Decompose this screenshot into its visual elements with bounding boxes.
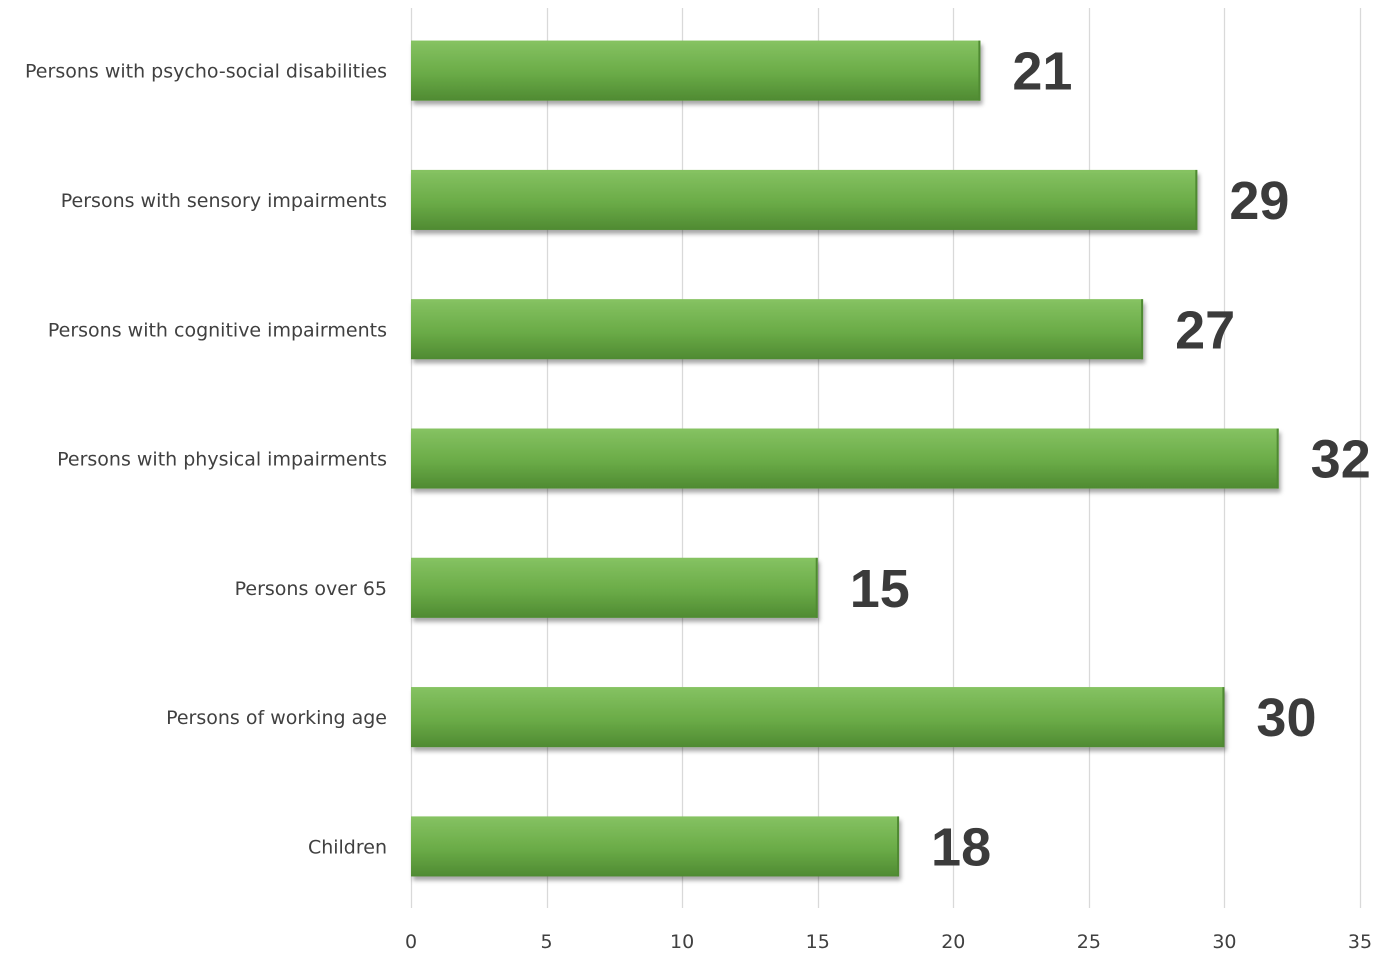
bar-edge bbox=[978, 40, 981, 101]
category-label: Persons with sensory impairments bbox=[61, 190, 387, 212]
category-label: Persons over 65 bbox=[235, 578, 387, 600]
bar-edge bbox=[1141, 299, 1144, 360]
x-tick-label-5: 5 bbox=[541, 931, 553, 953]
data-label: 15 bbox=[850, 559, 910, 619]
bar-highlight bbox=[411, 428, 1279, 432]
bar bbox=[411, 40, 981, 101]
bars bbox=[411, 40, 1279, 877]
bar-group bbox=[411, 687, 1225, 748]
category-label: Persons with physical impairments bbox=[57, 449, 387, 471]
bar-edge bbox=[1276, 428, 1279, 489]
x-tick-label-10: 10 bbox=[670, 931, 694, 953]
bar-group bbox=[411, 428, 1279, 489]
bar-group bbox=[411, 40, 981, 101]
x-tick-label-20: 20 bbox=[941, 931, 965, 953]
category-label: Children bbox=[308, 836, 387, 858]
bar-edge bbox=[1195, 169, 1198, 230]
bar bbox=[411, 428, 1279, 489]
bar bbox=[411, 557, 818, 618]
bar-edge bbox=[897, 816, 900, 877]
category-labels: Persons with psycho-social disabilities P… bbox=[25, 61, 387, 859]
bar bbox=[411, 299, 1144, 360]
x-tick-label-15: 15 bbox=[806, 931, 830, 953]
bar-group bbox=[411, 557, 818, 618]
data-label: 32 bbox=[1311, 430, 1371, 490]
data-label: 18 bbox=[931, 817, 991, 877]
bar-edge bbox=[1222, 687, 1225, 748]
category-label: Persons with psycho-social disabilities bbox=[25, 61, 387, 83]
bar-edge bbox=[815, 557, 818, 618]
bar-highlight bbox=[411, 687, 1225, 691]
category-label: Persons of working age bbox=[166, 707, 387, 729]
x-tick-label-30: 30 bbox=[1212, 931, 1236, 953]
bar-highlight bbox=[411, 557, 818, 561]
bar bbox=[411, 816, 900, 877]
data-labels: 21 29 27 32 15 30 18 bbox=[850, 42, 1371, 878]
bar-group bbox=[411, 816, 900, 877]
x-tick-label-35: 35 bbox=[1348, 931, 1372, 953]
bar-highlight bbox=[411, 299, 1144, 303]
category-label: Persons with cognitive impairments bbox=[48, 319, 387, 341]
bar-highlight bbox=[411, 40, 981, 44]
x-tick-label-0: 0 bbox=[405, 931, 417, 953]
bar-group bbox=[411, 169, 1198, 230]
data-label: 29 bbox=[1229, 171, 1289, 231]
x-axis-tick-labels: 0 5 10 15 20 25 30 35 bbox=[405, 931, 1372, 953]
data-label: 21 bbox=[1012, 42, 1072, 102]
bar-group bbox=[411, 299, 1144, 360]
data-label: 27 bbox=[1175, 300, 1235, 360]
x-tick-label-25: 25 bbox=[1077, 931, 1101, 953]
bar-highlight bbox=[411, 816, 900, 820]
bar bbox=[411, 687, 1225, 748]
bar-highlight bbox=[411, 169, 1198, 173]
bar bbox=[411, 169, 1198, 230]
data-label: 30 bbox=[1256, 688, 1316, 748]
